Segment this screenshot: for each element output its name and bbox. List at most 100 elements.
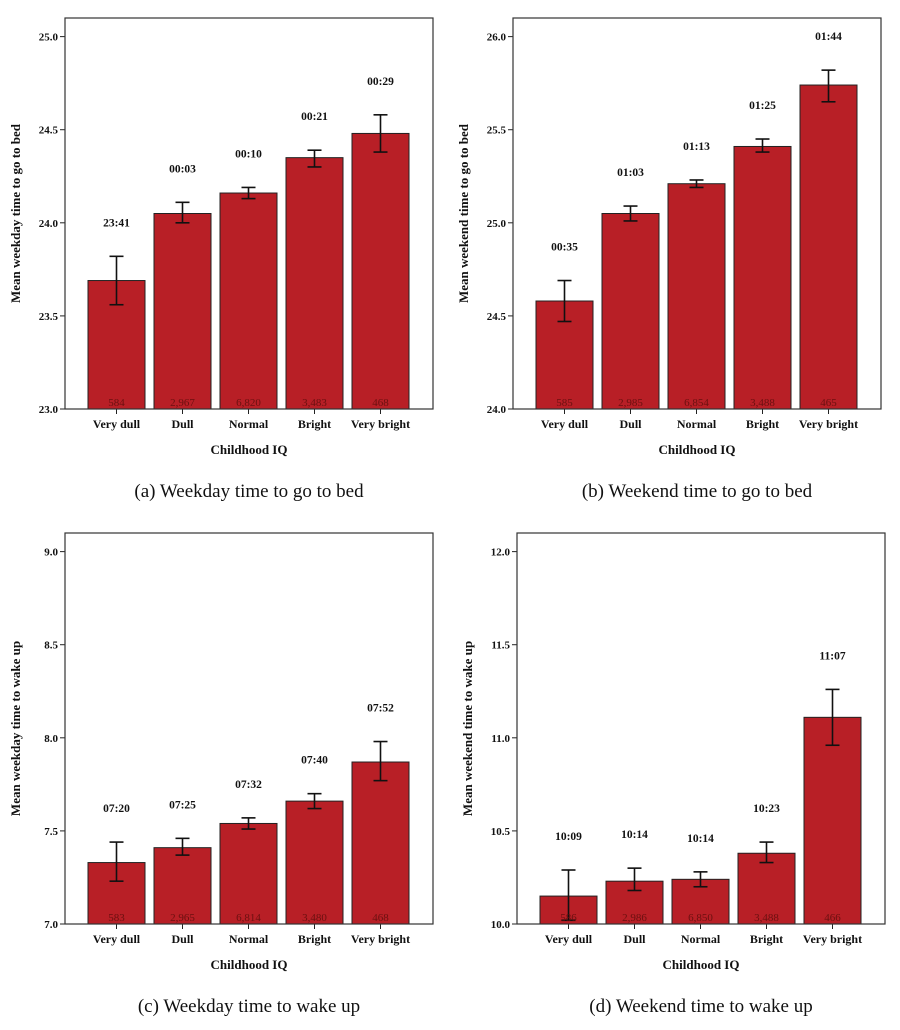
x-tick-label: Dull: [623, 932, 646, 946]
x-tick-label: Dull: [619, 417, 642, 431]
plot-frame: [512, 17, 882, 410]
x-tick-label: Dull: [171, 417, 194, 431]
x-tick-label: Very bright: [351, 932, 410, 946]
count-label: 3,488: [754, 912, 779, 924]
x-tick-label: Very bright: [799, 417, 858, 431]
plot-frame: [64, 17, 434, 410]
chart-panel-a: 23.0 23.5 24.0 24.5 25.0 23:41 584 Very dull 00:…: [0, 0, 450, 515]
y-tick-label: 25.5: [487, 125, 507, 137]
bar-4: [803, 716, 862, 925]
count-label: 2,965: [170, 912, 195, 924]
x-tick-label: Very dull: [545, 932, 593, 946]
y-tick-label: 23.5: [39, 311, 59, 323]
x-tick-label: Normal: [677, 417, 717, 431]
chart-caption: (a) Weekday time to go to bed: [134, 481, 364, 502]
count-label: 2,985: [618, 397, 643, 409]
y-tick-label: 8.0: [44, 733, 58, 745]
chart-caption: (d) Weekend time to wake up: [589, 996, 812, 1017]
data-label: 00:03: [169, 163, 196, 175]
chart-panel-b: 24.0 24.5 25.0 25.5 26.0 00:35 585 Very dull 01:…: [448, 0, 898, 515]
plot-frame: [64, 532, 434, 925]
bar-2: [667, 183, 726, 410]
bar-3: [737, 852, 796, 925]
count-label: 466: [824, 912, 841, 924]
data-label: 01:13: [683, 141, 710, 153]
x-tick-label: Very dull: [93, 417, 141, 431]
y-tick-label: 9.0: [44, 547, 58, 559]
data-label: 01:25: [749, 100, 776, 112]
count-label: 3,480: [302, 912, 327, 924]
y-tick-label: 25.0: [487, 218, 507, 230]
data-label: 10:09: [555, 831, 582, 843]
y-axis-title: Mean weekend time to go to bed: [456, 123, 471, 303]
x-tick-label: Very bright: [351, 417, 410, 431]
y-axis-title: Mean weekday time to wake up: [8, 641, 23, 816]
data-label: 10:14: [687, 833, 714, 845]
x-axis-title: Childhood IQ: [663, 957, 740, 972]
bar-2: [219, 192, 278, 410]
y-tick-label: 10.0: [491, 919, 511, 931]
count-label: 468: [372, 397, 389, 409]
x-tick-label: Bright: [298, 417, 331, 431]
bar-1: [153, 847, 212, 925]
data-label: 01:03: [617, 167, 644, 179]
count-label: 6,850: [688, 912, 713, 924]
data-label: 00:35: [551, 242, 578, 254]
data-label: 07:20: [103, 803, 130, 815]
bar-2: [219, 822, 278, 925]
x-tick-label: Normal: [229, 932, 269, 946]
chart-panel-d: 10.0 10.5 11.0 11.5 12.0 10:09 586 Very dull 10:…: [452, 515, 900, 1030]
chart-b: 24.0 24.5 25.0 25.5 26.0 00:35 585 Very dull 01:…: [456, 17, 882, 502]
count-label: 6,820: [236, 397, 261, 409]
x-axis-title: Childhood IQ: [659, 442, 736, 457]
count-label: 585: [556, 397, 573, 409]
data-label: 23:41: [103, 217, 130, 229]
x-tick-label: Normal: [229, 417, 269, 431]
chart-caption: (b) Weekend time to go to bed: [582, 481, 813, 502]
data-label: 07:32: [235, 779, 262, 791]
count-label: 6,854: [684, 397, 709, 409]
data-label: 00:21: [301, 111, 328, 123]
x-tick-label: Bright: [750, 932, 783, 946]
bar-3: [733, 145, 792, 410]
chart-panel-c: 7.0 7.5 8.0 8.5 9.0 07:20 583 Very dull 07:25 2,9…: [0, 515, 450, 1030]
data-label: 07:25: [169, 799, 196, 811]
y-axis-title: Mean weekday time to go to bed: [8, 123, 23, 303]
chart-caption: (c) Weekday time to wake up: [138, 996, 360, 1017]
bar-4: [351, 132, 410, 410]
y-tick-label: 11.5: [491, 640, 510, 652]
x-tick-label: Normal: [681, 932, 721, 946]
y-tick-label: 25.0: [39, 32, 59, 44]
y-tick-label: 24.5: [39, 125, 59, 137]
x-axis-title: Childhood IQ: [211, 442, 288, 457]
data-label: 07:52: [367, 703, 394, 715]
count-label: 586: [560, 912, 577, 924]
count-label: 584: [108, 397, 125, 409]
count-label: 3,483: [302, 397, 327, 409]
count-label: 3,488: [750, 397, 775, 409]
count-label: 6,814: [236, 912, 261, 924]
count-label: 468: [372, 912, 389, 924]
count-label: 583: [108, 912, 125, 924]
y-axis-title: Mean weekend time to wake up: [460, 641, 475, 816]
bar-4: [351, 761, 410, 925]
x-tick-label: Bright: [298, 932, 331, 946]
plot-frame: [516, 532, 886, 925]
y-tick-label: 24.0: [487, 404, 507, 416]
data-label: 00:29: [367, 76, 394, 88]
x-tick-label: Very bright: [803, 932, 862, 946]
y-tick-label: 7.0: [44, 919, 58, 931]
x-axis-title: Childhood IQ: [211, 957, 288, 972]
x-tick-label: Bright: [746, 417, 779, 431]
data-label: 07:40: [301, 755, 328, 767]
data-label: 10:23: [753, 803, 780, 815]
y-tick-label: 8.5: [44, 640, 58, 652]
count-label: 465: [820, 397, 837, 409]
x-tick-label: Dull: [171, 932, 194, 946]
data-label: 11:07: [819, 650, 845, 662]
y-tick-label: 24.5: [487, 311, 507, 323]
count-label: 2,967: [170, 397, 195, 409]
bar-3: [285, 800, 344, 925]
chart-c: 7.0 7.5 8.0 8.5 9.0 07:20 583 Very dull 07:25 2,9…: [8, 532, 434, 1017]
bar-1: [153, 213, 212, 410]
